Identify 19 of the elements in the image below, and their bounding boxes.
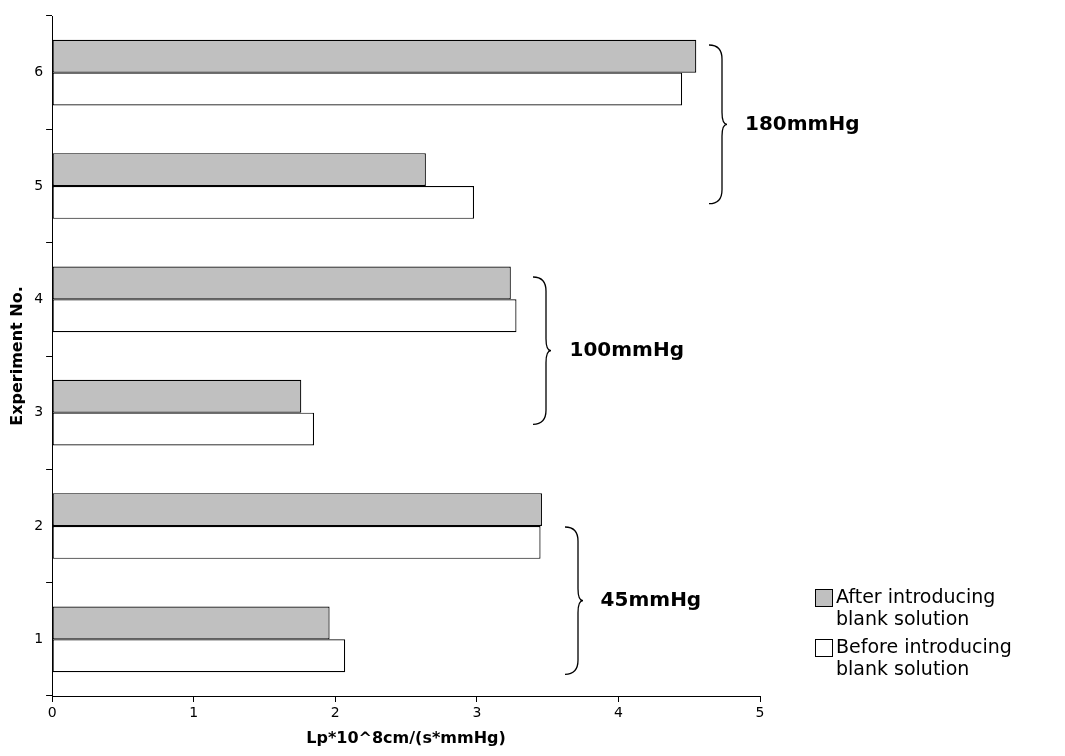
y-tick-label: 6: [34, 63, 44, 80]
y-tick-label: 4: [34, 289, 44, 306]
x-axis-title: Lp*10^8cm/(s*mmHg): [306, 727, 506, 747]
x-tick-label: 3: [472, 704, 482, 721]
text: Before introducing blank solution: [836, 635, 1013, 679]
annotation: 180mmHg: [745, 111, 860, 135]
x-tick-label: 0: [47, 704, 57, 721]
y-tick-label: 5: [34, 176, 44, 193]
y-tick-label: 1: [34, 629, 44, 646]
x-tick-label: 2: [330, 704, 340, 721]
annotation: 100mmHg: [569, 336, 684, 361]
y-axis-title: Experiment No.: [6, 286, 26, 426]
x-tick-label: 4: [613, 704, 623, 721]
annotation: 45mmHg: [600, 587, 702, 611]
x-tick-label: 5: [755, 704, 765, 721]
y-tick-label: 3: [34, 403, 44, 420]
y-tick-label: 2: [34, 516, 44, 533]
x-tick-label: 1: [189, 704, 199, 721]
legend-label: After introducing blank solution: [836, 585, 997, 629]
